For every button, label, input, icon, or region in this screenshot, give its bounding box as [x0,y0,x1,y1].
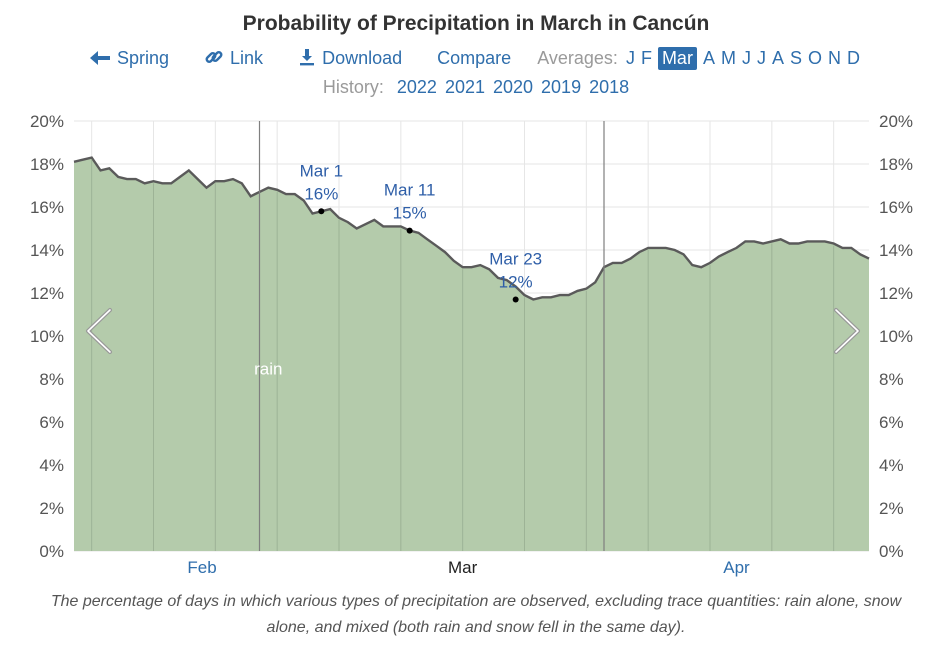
link-button[interactable]: Link [204,48,263,69]
download-icon [300,49,315,66]
spring-link[interactable]: Spring [89,48,169,69]
annotation-value: 15% [393,204,427,223]
rain-series-label: rain [254,360,282,379]
y-tick-left: 2% [39,499,64,518]
spring-label: Spring [116,48,170,68]
annotation-value: 16% [304,184,338,203]
rain-line [73,156,870,301]
y-tick-left: 18% [30,155,64,174]
y-tick-left: 14% [30,241,64,260]
annotation-point [318,208,325,215]
history-bar: History: 2022 2021 2020 2019 2018 [0,77,952,98]
y-tick-left: 16% [30,198,64,217]
y-tick-right: 14% [879,241,913,260]
chart-caption: The percentage of days in which various … [50,593,902,636]
month-link-1[interactable]: F [640,48,652,68]
averages-label: Averages: [537,48,618,68]
next-arrow-button[interactable] [834,308,860,354]
month-link-11[interactable]: D [847,48,860,68]
x-month-label: Feb [187,558,216,577]
history-label: History: [322,77,384,97]
annotation-date: Mar 11 [384,181,436,200]
x-month-label: Mar [448,558,478,577]
y-tick-right: 4% [879,456,904,475]
y-tick-right: 20% [879,112,913,131]
x-month-label: Apr [723,558,750,577]
month-link-4[interactable]: M [720,48,736,68]
annotation-date: Mar 1 [300,161,343,180]
y-tick-right: 10% [879,327,913,346]
y-tick-left: 8% [39,370,64,389]
annotation-value: 12% [499,272,533,291]
annotation-date: Mar 23 [489,249,542,268]
year-selector: 2022 2021 2020 2019 2018 [389,77,629,97]
y-tick-right: 6% [879,413,904,432]
y-tick-left: 10% [30,327,64,346]
y-tick-left: 4% [39,456,64,475]
chart-title: Probability of Precipitation in March in… [242,12,710,35]
prev-arrow-button[interactable] [86,308,112,354]
year-link-2021[interactable]: 2021 [444,77,485,97]
y-tick-right: 0% [879,542,904,561]
y-tick-left: 12% [30,284,64,303]
compare-button[interactable]: Compare [437,48,512,68]
month-link-6[interactable]: J [756,48,766,68]
month-link-0[interactable]: J [625,48,635,68]
y-tick-left: 20% [30,112,64,131]
chart-annotations: Mar 1 16% Mar 11 15% Mar 23 12% [300,161,542,303]
month-link-9[interactable]: O [807,48,822,68]
year-link-2020[interactable]: 2020 [492,77,534,97]
annotation-point [512,296,519,303]
y-tick-right: 12% [879,284,913,303]
y-tick-right: 18% [879,155,913,174]
month-link-7[interactable]: A [771,48,784,68]
y-tick-right: 2% [879,499,904,518]
month-link-5[interactable]: J [741,48,751,68]
year-link-2019[interactable]: 2019 [541,77,582,97]
download-label: Download [322,48,403,68]
month-link-10[interactable]: N [828,48,841,68]
y-tick-left: 0% [39,542,64,561]
chart-toolbar: Spring Link Download Compare Averages: J… [0,47,952,70]
year-link-2018[interactable]: 2018 [589,77,630,97]
y-axis-labels: 0% 0% 2% 2% 4% 4% 6% 6% 8% 8% 10% 10% 12% 12% 14% 14% 16… [30,112,913,561]
month-boundary-lines [91,121,835,551]
month-link-3[interactable]: A [702,48,715,68]
precipitation-chart: 0% 0% 2% 2% 4% 4% 6% 6% 8% 8% 10% 10% 12% 12% 14% 14% 16… [30,112,913,577]
link-label: Link [230,48,264,68]
year-link-2022[interactable]: 2022 [396,77,437,97]
annotation-point [406,227,413,234]
y-tick-right: 16% [879,198,913,217]
month-link-2[interactable]: Mar [657,47,697,70]
download-button[interactable]: Download [298,48,402,69]
month-selector: J F Mar A M J J A S O N D [623,47,863,70]
x-axis-labels: Feb Mar Apr [187,558,750,577]
month-link-8[interactable]: S [789,48,802,68]
y-tick-right: 8% [879,370,904,389]
chain-link-icon [205,51,223,63]
arrow-left-icon [89,51,110,65]
rain-area [74,157,869,551]
y-tick-left: 6% [39,413,64,432]
